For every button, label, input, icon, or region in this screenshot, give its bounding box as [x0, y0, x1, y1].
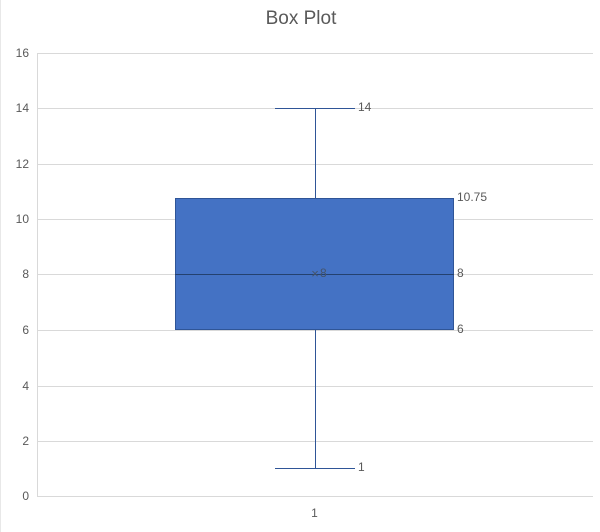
data-label-q3: 10.75	[457, 190, 488, 204]
lower-whisker-cap	[275, 468, 355, 469]
upper-whisker-line	[315, 108, 316, 198]
y-axis-tick-14: 14	[15, 101, 29, 115]
median-line	[175, 274, 454, 275]
chart-title: Box Plot	[265, 8, 337, 29]
data-label-q1: 6	[457, 322, 464, 336]
mean-x-marker-icon: ×	[311, 266, 319, 281]
y-axis-tick-8: 8	[22, 267, 29, 281]
gridline-16	[38, 53, 593, 54]
x-axis-tick-1: 1	[311, 506, 318, 520]
iqr-box	[175, 198, 454, 330]
upper-whisker-cap	[275, 108, 355, 109]
data-label-min: 1	[358, 460, 365, 474]
plot-area: × 14 10.75 8 8 6 1	[37, 53, 593, 497]
lower-whisker-line	[315, 330, 316, 468]
y-axis-tick-4: 4	[22, 379, 29, 393]
y-axis-tick-16: 16	[15, 46, 29, 60]
y-axis-tick-12: 12	[15, 157, 29, 171]
data-label-mean: 8	[320, 266, 327, 280]
data-label-median: 8	[457, 266, 464, 280]
y-axis-tick-0: 0	[22, 489, 29, 503]
y-axis-tick-2: 2	[22, 434, 29, 448]
y-axis-tick-10: 10	[15, 212, 29, 226]
data-label-max: 14	[358, 100, 372, 114]
y-axis-tick-6: 6	[22, 323, 29, 337]
